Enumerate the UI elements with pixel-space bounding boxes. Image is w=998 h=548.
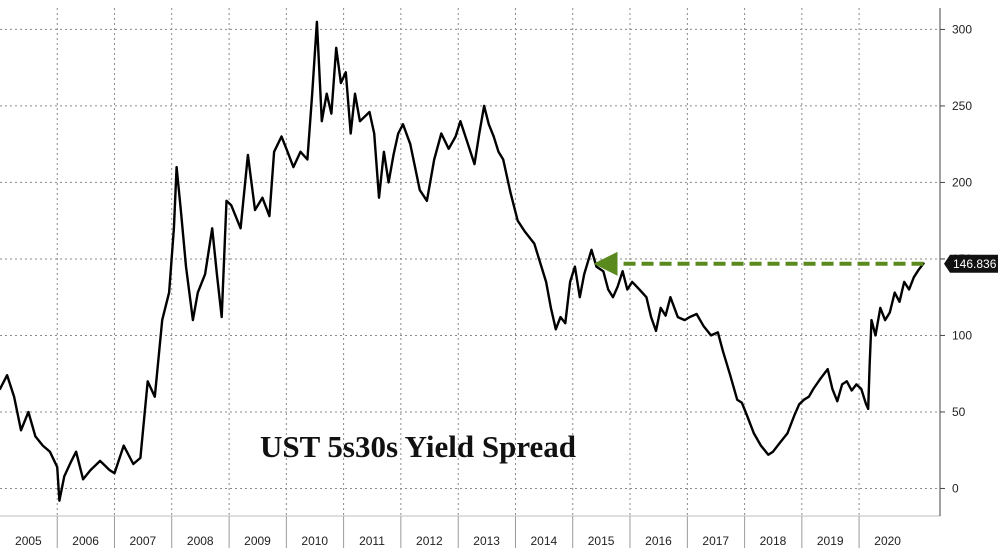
- x-tick-label: 2018: [760, 534, 787, 548]
- y-tick-label: 100: [952, 328, 972, 342]
- x-tick-label: 2019: [817, 534, 844, 548]
- x-tick-label: 2006: [72, 534, 99, 548]
- x-tick-label: 2012: [416, 534, 443, 548]
- x-tick-label: 2005: [15, 534, 42, 548]
- x-tick-label: 2008: [187, 534, 214, 548]
- x-tick-label: 2010: [301, 534, 328, 548]
- x-tick-label: 2007: [130, 534, 157, 548]
- chart-grid: [0, 8, 940, 516]
- y-tick-label: 200: [952, 175, 972, 189]
- x-tick-label: 2016: [645, 534, 672, 548]
- y-tick-label: 250: [952, 99, 972, 113]
- x-tick-label: 2014: [531, 534, 558, 548]
- last-value-label: 146.836: [953, 257, 997, 271]
- y-tick-label: 0: [952, 481, 959, 495]
- y-tick-label: 300: [952, 22, 972, 36]
- x-tick-label: 2009: [244, 534, 271, 548]
- x-tick-label: 2020: [874, 534, 901, 548]
- x-tick-label: 2011: [359, 534, 385, 548]
- x-tick-label: 2015: [588, 534, 615, 548]
- series-line: [0, 20, 925, 502]
- y-tick-label: 50: [952, 405, 966, 419]
- x-tick-label: 2013: [473, 534, 500, 548]
- last-value-badge: [944, 254, 998, 273]
- axes-layer: 0501001502002503002005200620072008200920…: [0, 8, 998, 548]
- chart-title: UST 5s30s Yield Spread: [260, 429, 576, 464]
- x-tick-label: 2017: [702, 534, 729, 548]
- series-layer: [0, 20, 925, 502]
